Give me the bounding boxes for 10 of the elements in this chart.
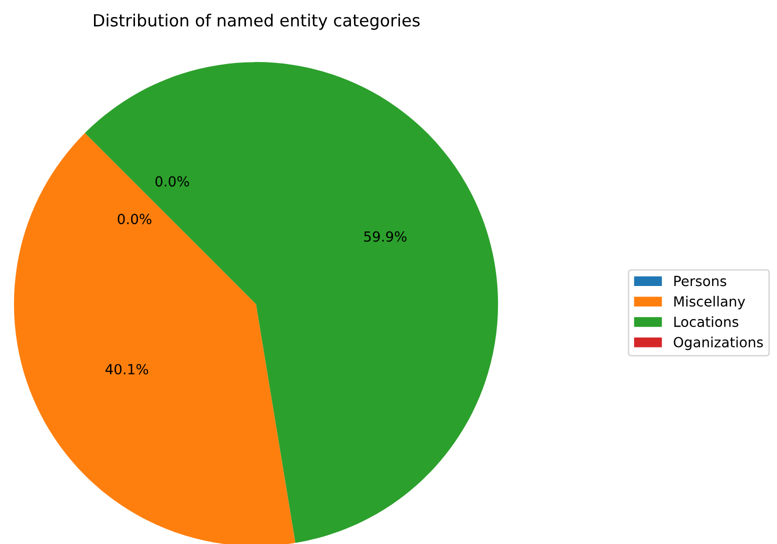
data-label: 59.9% [364, 231, 406, 242]
text: 0.0% [118, 214, 152, 224]
legend-label: Oganizations [674, 336, 763, 350]
pie-slice [84, 62, 498, 543]
legend-label: Locations [674, 316, 738, 328]
text: 0.0% [155, 176, 190, 187]
chart-title: Distribution of named entity categories [94, 14, 420, 30]
legend-label: Persons [674, 276, 726, 286]
data-label: 40.1% [105, 364, 148, 374]
legend-label: Miscellany [674, 296, 746, 310]
